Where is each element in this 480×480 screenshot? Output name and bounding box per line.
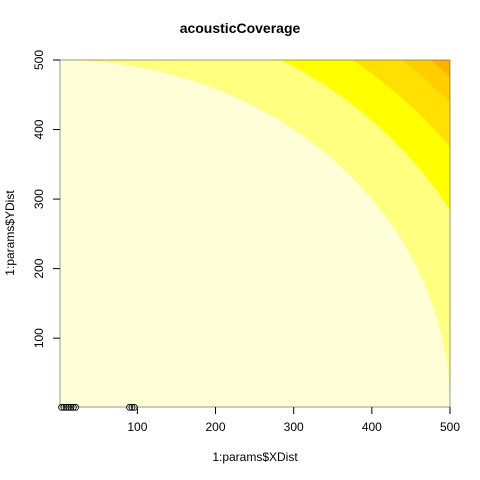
data-point-6 (72, 403, 80, 411)
y-tick-label-400: 400 (32, 119, 46, 139)
data-point-4 (67, 403, 75, 411)
x-tick-label-300: 300 (284, 420, 304, 434)
x-tick-label-500: 500 (440, 420, 460, 434)
data-point-3 (65, 403, 72, 411)
plot-frame (59, 59, 451, 408)
x-tick-label-400: 400 (362, 420, 382, 434)
data-point-1 (60, 403, 68, 411)
contour-band-1 (60, 60, 450, 407)
y-tick-label-100: 100 (32, 328, 46, 348)
data-point-5 (69, 403, 77, 411)
data-point-7 (126, 403, 133, 411)
data-point-0 (58, 403, 65, 411)
y-tick-label-200: 200 (32, 258, 46, 278)
data-point-2 (62, 403, 70, 411)
y-axis-label: 1:params$YDist (3, 190, 17, 276)
data-point-8 (128, 403, 136, 411)
x-tick-label-200: 200 (206, 420, 226, 434)
y-tick-label-500: 500 (32, 50, 46, 70)
x-tick-label-100: 100 (127, 420, 147, 434)
chart-title: acousticCoverage (179, 20, 301, 36)
x-axis-label: 1:params$XDist (212, 450, 298, 464)
data-point-9 (130, 403, 138, 411)
y-tick-label-300: 300 (32, 189, 46, 209)
